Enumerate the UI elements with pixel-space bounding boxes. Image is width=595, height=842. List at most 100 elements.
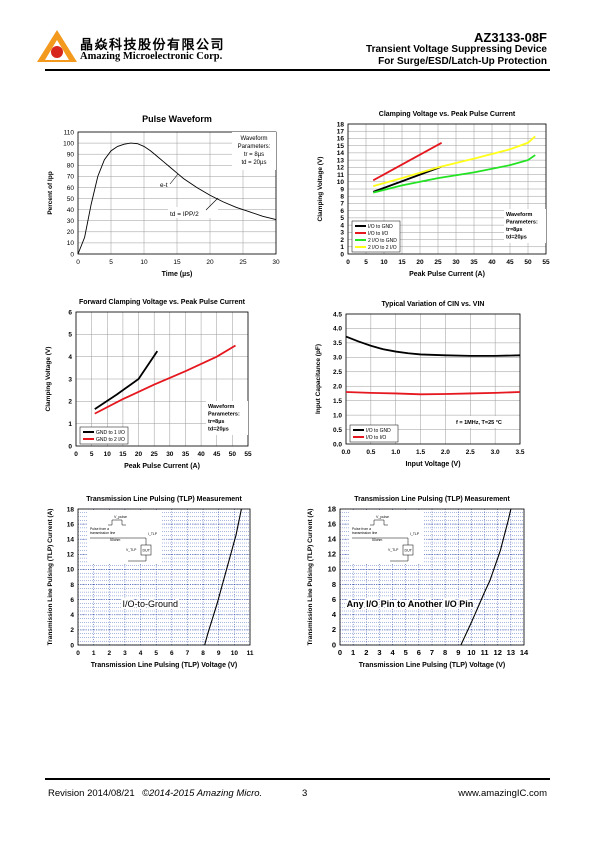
y-tick-label: 4	[70, 612, 74, 619]
x-tick-label: 3.5	[515, 449, 524, 456]
y-tick-label: 4	[68, 354, 72, 361]
y-tick-label: 12	[337, 165, 345, 172]
y-tick-label: 16	[67, 521, 75, 528]
y-tick-label: 20	[67, 229, 75, 236]
measurement-label: I/O-to-Ground	[122, 599, 178, 609]
x-tick-label: 50	[229, 451, 237, 458]
note-text: tr = 8µs	[244, 152, 264, 158]
x-tick-label: 8	[443, 648, 447, 657]
y-tick-label: 6	[340, 208, 344, 215]
series-line	[372, 165, 442, 193]
plot-frame	[77, 508, 251, 646]
inset-text: V_pulse	[376, 515, 389, 519]
company-name-chinese: 晶焱科技股份有限公司	[80, 38, 226, 53]
x-axis-label: Peak Pulse Current (A)	[124, 463, 200, 470]
x-tick-label: 40	[488, 259, 496, 266]
company-logo	[37, 30, 77, 62]
y-tick-label: 0	[68, 443, 72, 450]
tlp-io-to-io-chart: 0 1 2 3 4 5 6 7 8 9 10 11 12 13 14024681012141618Trans…	[307, 496, 529, 669]
y-axis-label: Input Capacitance (pF)	[315, 344, 322, 414]
note-text: tr=8µs	[208, 419, 224, 425]
series-line	[372, 154, 536, 194]
y-tick-label: 18	[67, 506, 75, 513]
x-tick-label: 20	[416, 259, 424, 266]
website-link[interactable]: www.amazingIC.com	[458, 788, 547, 799]
y-tick-label: 0.5	[333, 427, 342, 434]
annotation-arrow	[205, 197, 219, 211]
x-tick-label: 10	[231, 650, 239, 657]
y-tick-label: 110	[64, 129, 75, 136]
y-tick-label: 18	[328, 504, 336, 513]
x-tick-label: 20	[206, 259, 214, 266]
y-tick-label: 100	[63, 140, 74, 147]
x-tick-label: 25	[434, 259, 442, 266]
legend-label: I/O to GND	[366, 428, 391, 434]
x-axis-label: Transmission Line Pulsing (TLP) Voltage …	[359, 662, 506, 669]
y-tick-label: 16	[328, 519, 336, 528]
inset-text: 50ohm	[372, 538, 383, 542]
y-tick-label: 3	[68, 376, 72, 383]
part-number: AZ3133-08F	[474, 30, 547, 45]
y-tick-label: 6	[70, 597, 74, 604]
plot-frame	[77, 131, 277, 255]
legend-label: I/O to I/O	[366, 435, 386, 441]
y-tick-label: 2	[340, 237, 344, 244]
x-tick-label: 10	[104, 451, 112, 458]
x-tick-label: 14	[520, 648, 529, 657]
inset-text: transmission line	[352, 531, 377, 535]
x-tick-label: 45	[506, 259, 514, 266]
y-tick-label: 6	[332, 595, 336, 604]
page-number: 3	[302, 788, 308, 799]
y-tick-label: 10	[67, 567, 75, 574]
inset-wire	[128, 555, 147, 562]
y-tick-label: 15	[337, 143, 345, 150]
y-tick-label: 5	[68, 332, 72, 339]
x-tick-label: 0	[346, 259, 350, 266]
note-box	[206, 401, 248, 435]
y-tick-label: 0.0	[333, 441, 342, 448]
note-box	[232, 132, 276, 170]
chart-title: Pulse Waveform	[142, 114, 212, 124]
y-tick-label: 1	[340, 244, 344, 251]
x-tick-label: 5	[109, 259, 113, 266]
x-tick-label: 13	[507, 648, 515, 657]
inset-text: DUT	[405, 549, 413, 553]
x-tick-label: 0.5	[366, 449, 375, 456]
x-tick-label: 10	[467, 648, 475, 657]
note-text: Parameters:	[238, 144, 271, 150]
x-tick-label: 2.0	[441, 449, 450, 456]
y-tick-label: 0	[70, 642, 74, 649]
series-line	[345, 391, 521, 396]
inset-text: transmission line	[90, 531, 115, 535]
revision-date: Revision 2014/08/21	[48, 788, 135, 799]
x-tick-label: 12	[494, 648, 502, 657]
y-tick-label: 2	[70, 627, 74, 634]
y-tick-label: 2.5	[333, 369, 342, 376]
x-axis-label: Input Voltage (V)	[405, 461, 460, 468]
x-tick-label: 11	[481, 648, 489, 657]
note-text: Waveform	[240, 136, 267, 142]
inset-text: DUT	[143, 549, 151, 553]
x-tick-label: 6	[170, 650, 174, 657]
chart-title: Forward Clamping Voltage vs. Peak Pulse …	[79, 299, 246, 306]
y-tick-label: 4	[340, 222, 344, 229]
x-tick-label: 8	[201, 650, 205, 657]
y-tick-label: 10	[67, 240, 75, 247]
x-tick-label: 35	[470, 259, 478, 266]
y-tick-label: 14	[67, 537, 75, 544]
series-line	[77, 142, 277, 255]
x-tick-label: 15	[173, 259, 181, 266]
x-tick-label: 2	[364, 648, 368, 657]
x-axis-label: Time (µs)	[162, 271, 193, 278]
y-tick-label: 30	[67, 218, 75, 225]
annotation-arrow	[169, 173, 179, 185]
y-tick-label: 16	[337, 136, 345, 143]
y-tick-label: 90	[67, 151, 75, 158]
inset-text: V_pulse	[114, 515, 127, 519]
x-tick-label: 9	[456, 648, 460, 657]
y-tick-label: 1.5	[333, 398, 342, 405]
x-tick-label: 45	[213, 451, 221, 458]
x-tick-label: 1	[92, 650, 96, 657]
legend-label: I/O to GND	[368, 224, 393, 230]
note-text: td=20µs	[506, 235, 527, 241]
